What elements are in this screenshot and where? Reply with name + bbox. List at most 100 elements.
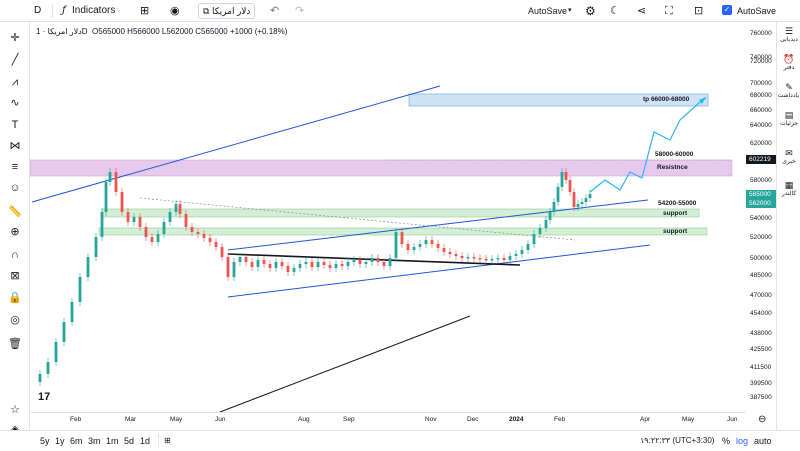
lock-icon[interactable]: 🔒 bbox=[8, 292, 22, 304]
range-1y-button[interactable]: 1y bbox=[55, 436, 65, 446]
neckline[interactable] bbox=[227, 253, 521, 266]
zoom-icon[interactable]: ⊕ bbox=[10, 226, 20, 238]
notes-icon[interactable]: ✎ یادداشت bbox=[777, 82, 799, 100]
channel-lower-line[interactable] bbox=[227, 244, 651, 298]
templates-icon[interactable]: ⊞ bbox=[140, 5, 150, 17]
resistance-label: Resistnce bbox=[657, 164, 688, 171]
redo-icon[interactable]: ↷ bbox=[295, 5, 305, 17]
range-5y-button[interactable]: 5y bbox=[40, 436, 50, 446]
candle-body bbox=[548, 212, 552, 220]
time-axis[interactable]: Feb Mar May Jun Aug Sep Nov Dec 2024 Feb… bbox=[30, 412, 746, 430]
candle-body bbox=[572, 192, 576, 207]
eye-icon[interactable]: ◉ bbox=[170, 5, 180, 17]
range-5d-button[interactable]: 5d bbox=[124, 436, 135, 446]
candle-body bbox=[268, 264, 272, 268]
candle-body bbox=[104, 182, 108, 212]
time-label: Jun bbox=[215, 416, 226, 423]
undo-icon[interactable]: ↶ bbox=[270, 5, 280, 17]
candle-body bbox=[238, 257, 242, 262]
star-icon[interactable]: ☆ bbox=[10, 404, 20, 416]
candle-body bbox=[544, 220, 548, 228]
support-zone-upper[interactable] bbox=[101, 208, 700, 218]
candle-body bbox=[532, 234, 536, 244]
candle-body bbox=[352, 260, 356, 262]
autosave-button[interactable]: AutoSave bbox=[528, 6, 568, 16]
clock-label[interactable]: ۱۹:۲۲:۳۳ (UTC+3:30) bbox=[640, 436, 715, 445]
legend-interval: 1D bbox=[36, 27, 88, 36]
moon-icon[interactable]: ☾ bbox=[610, 5, 620, 17]
tradingview-logo[interactable]: 17 bbox=[38, 391, 50, 403]
resistance-zone[interactable] bbox=[30, 159, 733, 177]
interval-button[interactable]: D bbox=[34, 5, 42, 16]
details-icon[interactable]: ▤ جزئیات bbox=[780, 110, 798, 128]
magnet-icon[interactable]: ∩ bbox=[11, 249, 19, 261]
log-toggle[interactable]: log bbox=[736, 436, 749, 446]
candle-body bbox=[448, 252, 452, 254]
price-axis[interactable]: 760000 740000 720000 700000 680000 660000 6400… bbox=[746, 22, 776, 412]
watchlist-icon[interactable]: ☰ دیدبانی bbox=[780, 26, 798, 44]
symbol-search-box[interactable]: دلار امریکا ⧉ bbox=[198, 3, 256, 19]
range-6m-button[interactable]: 6m bbox=[70, 436, 83, 446]
range-1m-button[interactable]: 1m bbox=[106, 436, 119, 446]
layers-icon[interactable]: ◈ bbox=[6, 422, 24, 438]
range-3m-button[interactable]: 3m bbox=[88, 436, 101, 446]
lower-black-line[interactable] bbox=[219, 315, 471, 412]
gear-icon[interactable]: ⚙ bbox=[585, 4, 596, 18]
candle-body bbox=[406, 244, 410, 250]
price-label: 740000 bbox=[750, 54, 772, 61]
date-range-icon[interactable]: ⊞ bbox=[164, 436, 171, 445]
trash-icon[interactable]: 🗑 bbox=[8, 338, 22, 350]
indicators-button[interactable]: Indicators bbox=[72, 5, 116, 16]
candle-body bbox=[496, 258, 500, 260]
trend-line-icon[interactable]: ╱ bbox=[11, 54, 19, 66]
pitchfork-icon[interactable]: ⩘ bbox=[11, 76, 19, 88]
candle-body bbox=[436, 244, 440, 248]
projection-path[interactable] bbox=[589, 97, 707, 193]
candle-body bbox=[370, 258, 374, 262]
share-icon[interactable]: ⋖ bbox=[637, 5, 647, 17]
chevron-down-icon[interactable]: ▾ bbox=[568, 7, 572, 14]
lock-drawing-icon[interactable]: ⊠ bbox=[10, 270, 20, 282]
candle-body bbox=[262, 260, 266, 264]
divider bbox=[52, 4, 53, 18]
hide-icon[interactable]: ◎ bbox=[10, 314, 20, 326]
emoji-icon[interactable]: ☺ bbox=[9, 182, 21, 194]
price-label: 660000 bbox=[750, 107, 772, 114]
crosshair-icon[interactable]: ✛ bbox=[10, 32, 20, 44]
candle-body bbox=[184, 214, 188, 227]
candle-body bbox=[178, 204, 182, 214]
fullscreen-icon[interactable]: ⛶ bbox=[665, 5, 673, 17]
alerts-icon[interactable]: ⏰ دفتر bbox=[783, 54, 795, 72]
pattern-icon[interactable]: ⋈ bbox=[9, 140, 21, 152]
time-label: Aug bbox=[298, 416, 310, 423]
calendar-icon[interactable]: ▦ کالندر bbox=[781, 180, 797, 198]
candle-body bbox=[328, 265, 332, 268]
news-icon[interactable]: ✉ خبری bbox=[782, 148, 796, 166]
dashed-trend-line[interactable] bbox=[139, 197, 576, 241]
range-1d-button[interactable]: 1d bbox=[140, 436, 151, 446]
candle-body bbox=[460, 256, 464, 258]
auto-toggle[interactable]: auto bbox=[754, 436, 772, 446]
time-label: Jun bbox=[727, 416, 738, 423]
fx-icon[interactable]: ƒ bbox=[62, 5, 66, 16]
candle-body bbox=[232, 262, 236, 277]
time-axis-settings-icon[interactable]: ⊖ bbox=[758, 414, 767, 425]
candle-body bbox=[502, 258, 506, 260]
price-label: 411500 bbox=[750, 364, 772, 371]
screenshot-icon[interactable]: ⊡ bbox=[694, 5, 704, 17]
candle-body bbox=[364, 262, 368, 264]
upper-trend-line[interactable] bbox=[31, 85, 441, 203]
candle-body bbox=[382, 262, 386, 266]
brush-icon[interactable]: ∿ bbox=[10, 97, 20, 109]
candle-body bbox=[220, 247, 224, 257]
fib-icon[interactable]: ≡ bbox=[11, 161, 19, 173]
percent-toggle[interactable]: % bbox=[722, 436, 731, 446]
text-icon[interactable]: T bbox=[11, 119, 19, 131]
legend-symbol[interactable]: دلار امریکا bbox=[47, 27, 82, 36]
price-label: 760000 bbox=[750, 30, 772, 37]
autosave-checkbox[interactable]: ✓ bbox=[722, 5, 732, 15]
ruler-icon[interactable]: 📏 bbox=[8, 206, 22, 218]
candle-body bbox=[588, 194, 592, 198]
target-zone[interactable] bbox=[408, 93, 709, 107]
chart-canvas[interactable]: 17 bbox=[30, 22, 746, 412]
